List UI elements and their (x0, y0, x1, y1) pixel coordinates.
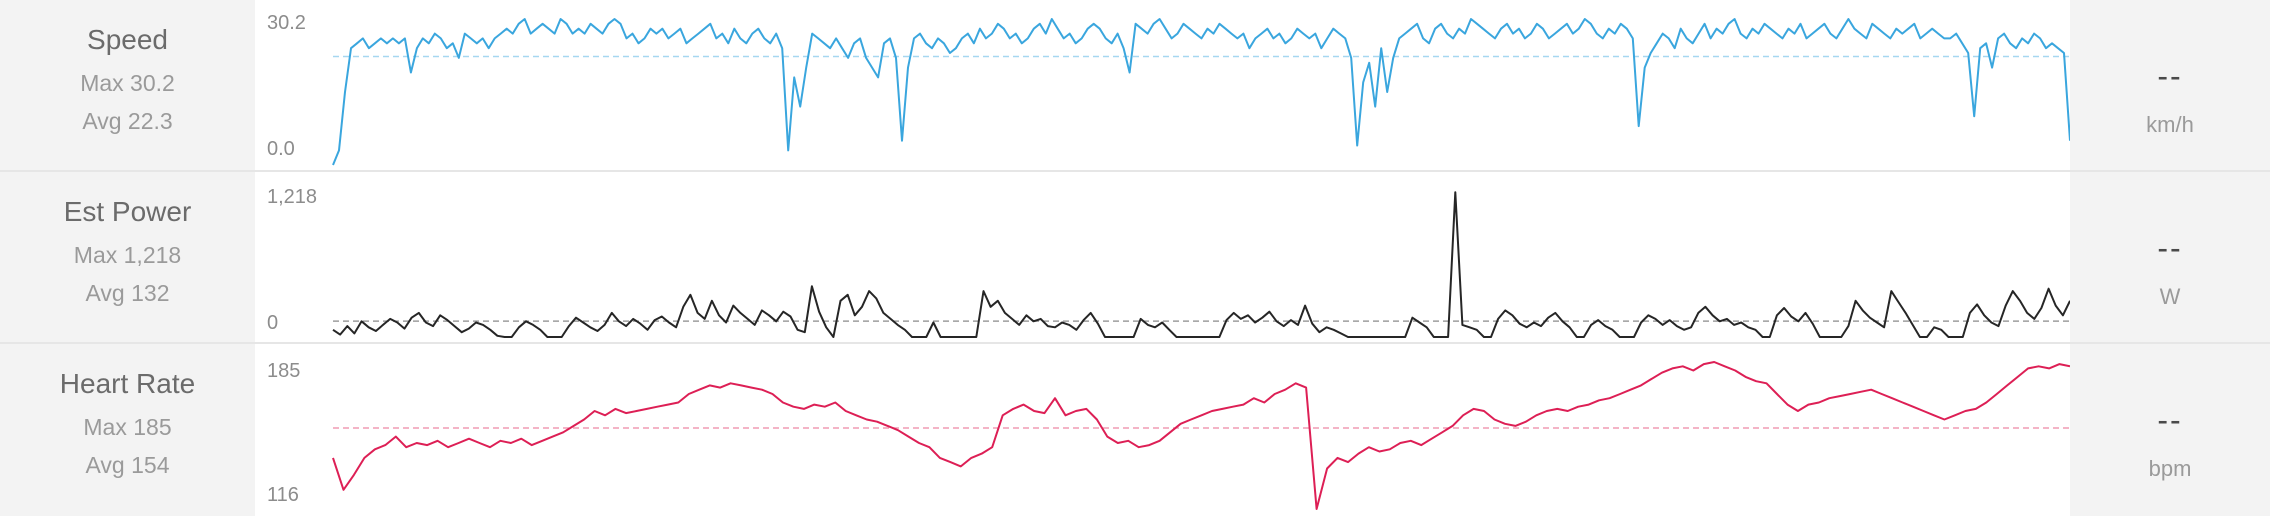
speed-max: Max 30.2 (80, 70, 175, 96)
power-series-line (332, 191, 2070, 338)
speed-current-panel: -- km/h (2070, 0, 2270, 172)
power-row: Est Power Max 1,218 Avg 132 1,218 0 -- W (0, 172, 2270, 344)
speed-avg: Avg 22.3 (82, 108, 173, 134)
speed-summary: Speed Max 30.2 Avg 22.3 (0, 0, 255, 172)
power-current-panel: -- W (2070, 172, 2270, 344)
speed-chart[interactable]: 30.2 0.0 (255, 0, 2070, 172)
power-chart[interactable]: 1,218 0 (255, 172, 2070, 344)
power-ymax-label: 1,218 (267, 186, 318, 208)
speed-current-value: -- (2157, 58, 2183, 94)
heart-rate-max: Max 185 (83, 414, 172, 440)
power-max: Max 1,218 (73, 242, 182, 268)
power-current-value: -- (2157, 230, 2183, 266)
speed-row: Speed Max 30.2 Avg 22.3 30.2 0.0 -- km/h (0, 0, 2270, 172)
speed-chart-svg (332, 18, 2070, 166)
heart-rate-ymax-label: 185 (267, 360, 301, 382)
power-unit: W (2159, 284, 2181, 309)
row-divider (0, 170, 2270, 172)
speed-label: Speed (87, 24, 168, 55)
speed-series-line (332, 18, 2070, 166)
speed-unit: km/h (2146, 112, 2194, 137)
power-chart-svg (332, 191, 2070, 338)
speed-ymin-label: 0.0 (267, 138, 295, 160)
power-avg: Avg 132 (85, 280, 170, 306)
heart-rate-series-line (332, 361, 2070, 510)
row-divider (0, 342, 2270, 344)
heart-rate-chart[interactable]: 185 116 (255, 344, 2070, 516)
heart-rate-unit: bpm (2148, 456, 2192, 481)
power-summary: Est Power Max 1,218 Avg 132 (0, 172, 255, 344)
heart-rate-current-panel: -- bpm (2070, 344, 2270, 516)
heart-rate-chart-svg (332, 361, 2070, 510)
speed-ymax-label: 30.2 (267, 12, 306, 34)
heart-rate-summary: Heart Rate Max 185 Avg 154 (0, 344, 255, 516)
heart-rate-row: Heart Rate Max 185 Avg 154 185 116 -- bp… (0, 344, 2270, 516)
heart-rate-ymin-label: 116 (267, 484, 299, 506)
heart-rate-current-value: -- (2157, 402, 2183, 438)
power-label: Est Power (63, 196, 192, 227)
power-ymin-label: 0 (267, 312, 279, 334)
heart-rate-label: Heart Rate (59, 368, 196, 399)
heart-rate-avg: Avg 154 (85, 452, 170, 478)
